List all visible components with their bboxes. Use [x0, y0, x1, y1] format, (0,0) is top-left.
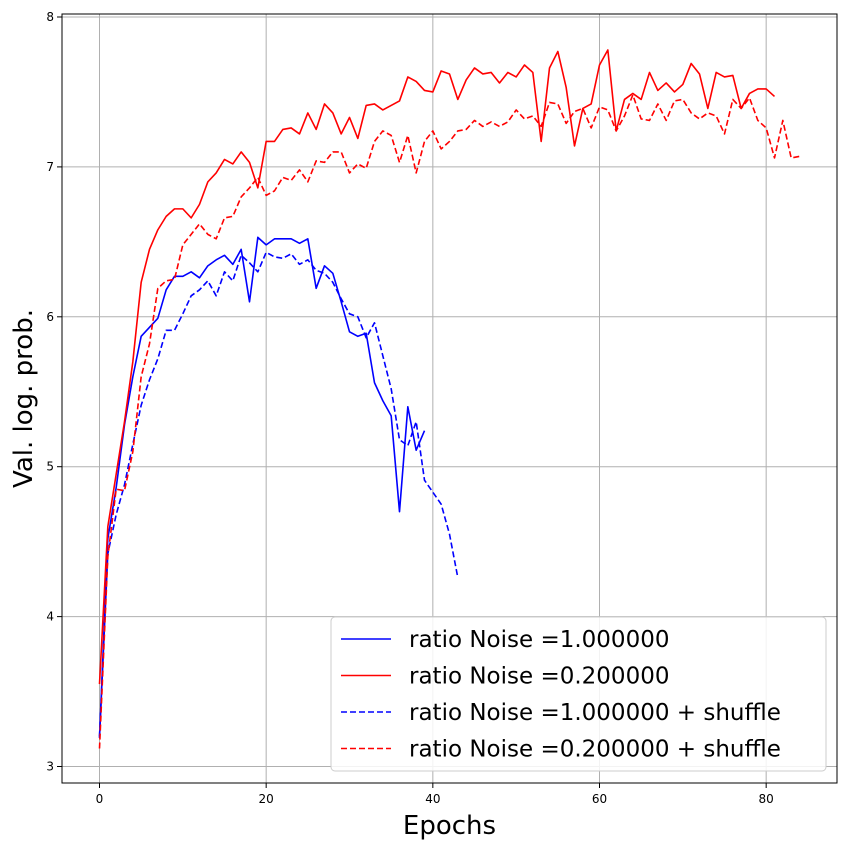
legend-label-2: ratio Noise =0.200000: [409, 664, 669, 690]
y-tick-label: 3: [46, 760, 54, 774]
x-tick-label: 40: [425, 792, 440, 806]
series-line-1: [98, 236, 426, 739]
x-tick-label: 80: [759, 792, 774, 806]
x-tick-label: 20: [259, 792, 274, 806]
plot-frame: [61, 13, 838, 784]
y-tick-label: 6: [46, 310, 54, 324]
y-tick-label: 8: [46, 10, 54, 24]
series-line-2: [98, 49, 776, 685]
y-axis-label: Val. log. prob.: [9, 309, 39, 488]
x-axis-label: Epochs: [403, 811, 496, 841]
legend-label-4: ratio Noise =0.200000 + shuffle: [409, 737, 781, 763]
x-tick-label: 60: [592, 792, 607, 806]
series-line-4: [98, 94, 800, 749]
legend-label-3: ratio Noise =1.000000 + shuffle: [409, 700, 781, 726]
legend-box: [330, 616, 827, 772]
legend: ratio Noise =1.000000 ratio Noise =0.2000…: [330, 616, 827, 772]
legend-entries: ratio Noise =1.000000 ratio Noise =0.2000…: [341, 627, 781, 763]
y-tick-label: 5: [46, 460, 54, 474]
axis-ticks: 0 20 40 60 80 3 4 5 6 7 8: [46, 10, 773, 806]
y-tick-label: 4: [46, 610, 54, 624]
x-tick-label: 0: [96, 792, 104, 806]
series-line-3: [98, 251, 459, 737]
legend-label-1: ratio Noise =1.000000: [409, 627, 669, 653]
series-lines: [98, 49, 800, 749]
y-tick-label: 7: [46, 160, 54, 174]
